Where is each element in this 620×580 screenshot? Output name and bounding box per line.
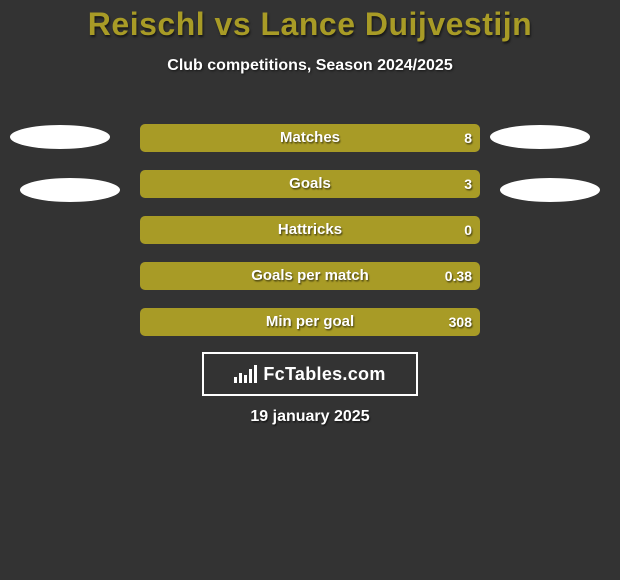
stage: Reischl vs Lance Duijvestijn Club compet… [0,0,620,580]
row-right-value: 308 [449,308,472,336]
stat-row: Goals 3 [140,170,480,198]
row-right-value: 0 [464,216,472,244]
row-right-fill [293,170,480,198]
decorative-ellipse-left-2 [20,178,120,202]
row-right-fill [310,216,480,244]
decorative-ellipse-right-2 [500,178,600,202]
row-right-value: 0.38 [445,262,472,290]
row-left-fill [140,216,310,244]
row-left-fill [140,262,310,290]
page-title: Reischl vs Lance Duijvestijn [0,0,620,43]
decorative-ellipse-right-1 [490,125,590,149]
bar-chart-icon [234,365,257,383]
brand-badge[interactable]: FcTables.com [202,352,418,396]
page-subtitle: Club competitions, Season 2024/2025 [0,57,620,75]
decorative-ellipse-left-1 [10,125,110,149]
row-left-fill [140,124,286,152]
row-left-fill [140,308,310,336]
row-right-value: 3 [464,170,472,198]
stat-rows: Matches 8 Goals 3 Hattricks 0 Goals per … [140,124,480,354]
stat-row: Matches 8 [140,124,480,152]
stat-row: Goals per match 0.38 [140,262,480,290]
row-right-value: 8 [464,124,472,152]
row-right-fill [286,124,480,152]
date-label: 19 january 2025 [0,408,620,426]
stat-row: Hattricks 0 [140,216,480,244]
row-left-fill [140,170,293,198]
brand-text: FcTables.com [263,364,385,385]
stat-row: Min per goal 308 [140,308,480,336]
